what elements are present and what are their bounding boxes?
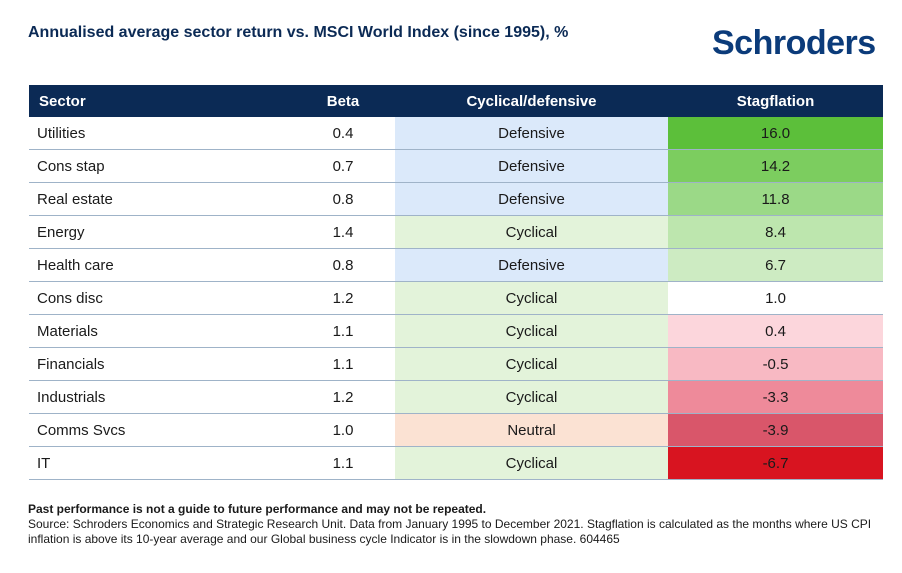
cell-beta: 1.4 [291,215,395,249]
table-body: Utilities 0.4 Defensive 16.0 Cons stap 0.7 Def… [29,117,883,480]
cell-beta: 1.1 [291,347,395,381]
cell-stagflation: -0.5 [668,347,883,381]
cell-cyclical-defensive: Cyclical [395,215,668,249]
table-row: Financials 1.1 Cyclical -0.5 [29,347,883,381]
cell-sector: Real estate [29,182,291,216]
cell-stagflation: 14.2 [668,149,883,183]
column-header-beta: Beta [291,85,395,117]
cell-sector: Energy [29,215,291,249]
cell-beta: 0.8 [291,248,395,282]
table-header-row: Sector Beta Cyclical/defensive Stagflati… [29,85,883,117]
disclaimer-text: Past performance is not a guide to futur… [28,502,487,516]
cell-sector: Materials [29,314,291,348]
table-row: Materials 1.1 Cyclical 0.4 [29,314,883,348]
cell-stagflation: -3.3 [668,380,883,414]
table-row: Health care 0.8 Defensive 6.7 [29,248,883,282]
cell-beta: 0.7 [291,149,395,183]
cell-sector: Comms Svcs [29,413,291,447]
footer-notes: Past performance is not a guide to futur… [28,502,888,547]
cell-stagflation: -6.7 [668,446,883,480]
cell-cyclical-defensive: Defensive [395,149,668,183]
column-header-sector: Sector [29,85,291,117]
cell-beta: 0.8 [291,182,395,216]
cell-cyclical-defensive: Cyclical [395,380,668,414]
cell-beta: 1.1 [291,314,395,348]
table-row: Utilities 0.4 Defensive 16.0 [29,117,883,150]
cell-stagflation: 8.4 [668,215,883,249]
cell-cyclical-defensive: Defensive [395,248,668,282]
column-header-cyclical-defensive: Cyclical/defensive [395,85,668,117]
cell-cyclical-defensive: Neutral [395,413,668,447]
cell-sector: IT [29,446,291,480]
table-row: Real estate 0.8 Defensive 11.8 [29,182,883,216]
chart-title: Annualised average sector return vs. MSC… [28,24,569,41]
cell-cyclical-defensive: Cyclical [395,347,668,381]
schroders-logo: Schroders [712,24,876,62]
sector-returns-table: Sector Beta Cyclical/defensive Stagflati… [29,85,883,480]
cell-beta: 1.2 [291,380,395,414]
cell-cyclical-defensive: Cyclical [395,446,668,480]
cell-stagflation: 0.4 [668,314,883,348]
table-row: Industrials 1.2 Cyclical -3.3 [29,380,883,414]
table-row: Comms Svcs 1.0 Neutral -3.9 [29,413,883,447]
cell-sector: Utilities [29,117,291,150]
cell-sector: Cons disc [29,281,291,315]
table-row: Cons stap 0.7 Defensive 14.2 [29,149,883,183]
table-row: Cons disc 1.2 Cyclical 1.0 [29,281,883,315]
cell-cyclical-defensive: Defensive [395,182,668,216]
cell-stagflation: 6.7 [668,248,883,282]
table-row: IT 1.1 Cyclical -6.7 [29,446,883,480]
cell-stagflation: -3.9 [668,413,883,447]
cell-cyclical-defensive: Defensive [395,117,668,150]
cell-cyclical-defensive: Cyclical [395,314,668,348]
cell-stagflation: 11.8 [668,182,883,216]
table-row: Energy 1.4 Cyclical 8.4 [29,215,883,249]
cell-beta: 1.2 [291,281,395,315]
cell-sector: Cons stap [29,149,291,183]
cell-beta: 1.1 [291,446,395,480]
cell-sector: Health care [29,248,291,282]
column-header-stagflation: Stagflation [668,85,883,117]
cell-sector: Industrials [29,380,291,414]
cell-stagflation: 16.0 [668,117,883,150]
cell-cyclical-defensive: Cyclical [395,281,668,315]
source-text: Source: Schroders Economics and Strategi… [28,517,872,546]
cell-beta: 1.0 [291,413,395,447]
cell-stagflation: 1.0 [668,281,883,315]
cell-beta: 0.4 [291,117,395,150]
cell-sector: Financials [29,347,291,381]
